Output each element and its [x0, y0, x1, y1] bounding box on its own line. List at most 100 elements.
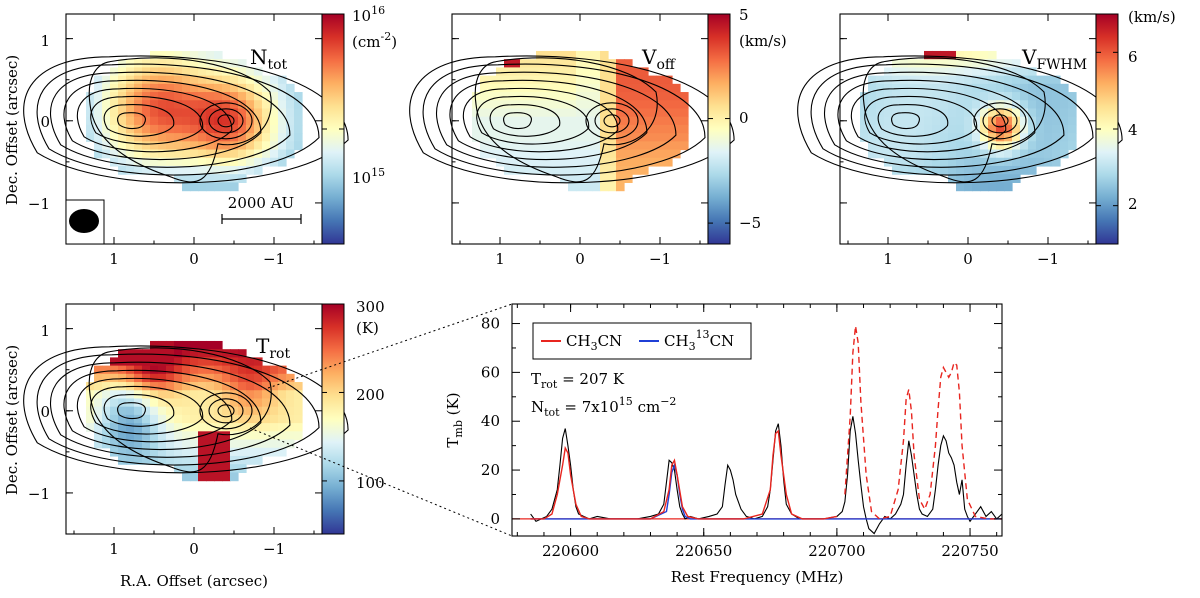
- trot-map-cell: [254, 423, 263, 432]
- voff-map-cell: [664, 116, 673, 126]
- voff-map-cell: [480, 100, 489, 110]
- ntot-map-cell: [198, 100, 207, 110]
- trot-map-cell: [118, 406, 127, 416]
- trot-map-cell: [230, 365, 239, 375]
- trot-map-cell: [262, 390, 271, 400]
- trot-map-cell: [206, 365, 215, 375]
- vfwhm-map-cell: [988, 108, 997, 118]
- ntot-map-cell: [230, 83, 239, 93]
- trot-xtick-label: 1: [109, 540, 119, 558]
- ntot-map-cell: [94, 141, 103, 151]
- trot-map-cell: [286, 382, 295, 391]
- voff-map-cell: [592, 116, 601, 126]
- vfwhm-map-cell: [988, 50, 997, 60]
- vfwhm-map-cell: [940, 149, 949, 159]
- voff-map-cell: [496, 67, 505, 77]
- trot-map-cell: [222, 439, 231, 449]
- vfwhm-map-cell: [900, 124, 909, 134]
- voff-map-cell: [624, 92, 633, 101]
- vfwhm-map-cell: [940, 133, 949, 142]
- voff-map-cell: [656, 108, 665, 118]
- trot-map-cell: [174, 340, 183, 350]
- vfwhm-map-cell: [1012, 108, 1021, 118]
- vfwhm-contour: [991, 114, 1009, 128]
- voff-map-cell: [592, 124, 601, 134]
- trot-contour: [36, 353, 320, 466]
- vfwhm-map-cell: [940, 83, 949, 93]
- voff-map-cell: [560, 75, 569, 85]
- spectrum-xtick-label: 220750: [941, 542, 998, 560]
- trot-map-cell: [278, 390, 287, 400]
- trot-map-cell: [102, 390, 111, 400]
- trot-ytick-label: −1: [28, 485, 50, 503]
- ntot-map-cell: [158, 50, 167, 60]
- voff-map-cell: [624, 67, 633, 77]
- ntot-map-cell: [190, 83, 199, 93]
- trot-map-cell: [158, 406, 167, 416]
- voff-map-cell: [600, 149, 609, 159]
- ntot-map-cell: [294, 92, 303, 101]
- ntot-map-cell: [142, 108, 151, 118]
- trot-map-cell: [110, 390, 119, 400]
- vfwhm-map-cell: [956, 157, 965, 167]
- ntot-map-cell: [198, 182, 207, 192]
- trot-map-cell: [214, 472, 223, 482]
- voff-map-cell: [584, 83, 593, 93]
- ntot-map-cell: [174, 92, 183, 101]
- trot-map-cell: [190, 439, 199, 449]
- voff-map-cell: [664, 83, 673, 93]
- voff-map-cell: [528, 133, 537, 142]
- voff-map-cell: [504, 141, 513, 151]
- trot-map-cell: [158, 382, 167, 391]
- trot-map-cell: [126, 414, 135, 424]
- trot-contour-outer: [88, 347, 272, 473]
- vfwhm-map-cell: [1052, 133, 1061, 142]
- ntot-map-cell: [254, 124, 263, 134]
- vfwhm-map-cell: [884, 83, 893, 93]
- vfwhm-map-cell: [1020, 133, 1029, 142]
- trot-map-cell: [286, 406, 295, 416]
- ntot-map-cell: [262, 124, 271, 134]
- trot-map-cell: [230, 382, 239, 391]
- voff-map-cell: [520, 149, 529, 159]
- voff-map-cell: [616, 174, 625, 183]
- trot-map-cell: [182, 382, 191, 391]
- voff-map-cell: [512, 149, 521, 159]
- voff-map-cell: [544, 59, 553, 68]
- ntot-map-cell: [278, 133, 287, 142]
- voff-map-cell: [560, 149, 569, 159]
- vfwhm-map-cell: [964, 133, 973, 142]
- trot-map-cell: [246, 373, 255, 383]
- voff-map-cell: [568, 116, 577, 126]
- ntot-map-cell: [214, 83, 223, 93]
- vfwhm-xtick-label: 0: [963, 250, 973, 268]
- panel-ntot: 1 0 −1 1 0 −1 Dec. Offset (arcsec) Ntot …: [3, 4, 397, 268]
- vfwhm-map-cell: [980, 100, 989, 110]
- vfwhm-map-cell: [1004, 92, 1013, 101]
- ntot-map-cell: [158, 108, 167, 118]
- trot-map-cell: [222, 349, 231, 358]
- vfwhm-map-cell: [1020, 157, 1029, 167]
- trot-map-cell: [102, 398, 111, 408]
- voff-map-cell: [552, 149, 561, 159]
- trot-map-cell: [134, 439, 143, 449]
- voff-map-cell: [504, 124, 513, 134]
- vfwhm-map-cell: [868, 75, 877, 85]
- vfwhm-map-cell: [964, 174, 973, 183]
- vfwhm-map-cell: [1036, 124, 1045, 134]
- spectrum-xtick-label: 220650: [675, 542, 732, 560]
- voff-map-cell: [568, 165, 577, 175]
- vfwhm-map-cell: [1004, 182, 1013, 192]
- trot-map-cell: [134, 423, 143, 432]
- trot-map-cell: [198, 447, 207, 457]
- ntot-map-cell: [86, 108, 95, 118]
- ntot-map-cell: [150, 149, 159, 159]
- ntot-colorbar-ticks: [322, 13, 344, 130]
- vfwhm-map-cell: [988, 182, 997, 192]
- vfwhm-map-cell: [956, 149, 965, 159]
- trot-map-cell: [206, 357, 215, 367]
- trot-map-cell: [158, 398, 167, 408]
- trot-map-cell: [278, 406, 287, 416]
- ntot-map-cell: [166, 165, 175, 175]
- trot-map-cell: [174, 414, 183, 424]
